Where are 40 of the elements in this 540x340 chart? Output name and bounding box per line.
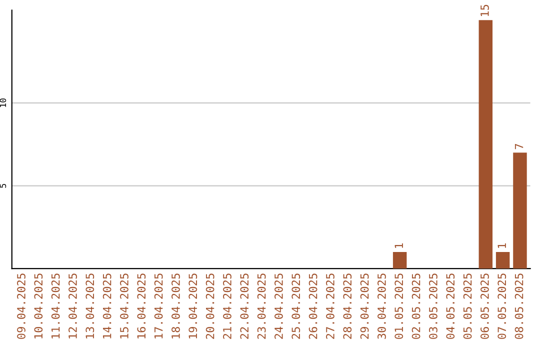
x-tick-label: 03.05.2025 [429,274,438,339]
x-tick-label: 17.04.2025 [154,274,163,338]
x-tick-label: 14.04.2025 [102,274,112,338]
x-tick-label: 13.04.2025 [86,274,94,338]
x-tick-label: 23.04.2025 [257,274,266,339]
x-tick-label: 11.04.2025 [51,274,60,338]
y-tick-label: 5 [0,184,6,188]
x-tick-label: 05.05.2025 [463,274,472,339]
x-tick-label: 26.04.2025 [308,274,318,339]
x-tick-label: 21.04.2025 [223,274,232,339]
data-label: 15 [480,4,489,16]
x-tick-label: 02.05.2025 [412,274,420,339]
x-tick-label: 01.05.2025 [394,274,404,339]
bar [478,20,493,269]
x-tick-label: 07.05.2025 [498,274,506,339]
bar [513,152,527,269]
x-tick-label: 10.04.2025 [34,274,43,338]
x-tick-label: 25.04.2025 [292,274,300,339]
data-label: 1 [394,243,403,248]
x-tick-label: 06.05.2025 [480,274,489,339]
x-tick-label: 12.04.2025 [68,274,77,338]
data-label: 1 [498,243,506,248]
x-tick-label: 18.04.2025 [172,274,180,338]
x-tick-label: 15.04.2025 [120,274,128,338]
bar [496,252,510,269]
x-tick-label: 24.04.2025 [274,274,283,339]
x-tick-label: 09.04.2025 [17,274,26,339]
x-tick-label: 04.05.2025 [446,274,455,339]
x-tick-label: 19.04.2025 [188,274,198,338]
x-tick-label: 16.04.2025 [137,274,146,338]
x-tick-label: 29.04.2025 [360,274,369,339]
x-tick-label: 28.04.2025 [343,274,352,339]
x-tick-label: 08.05.2025 [514,274,524,339]
x-tick-label: 20.04.2025 [206,274,214,339]
y-tick-label: 10 [0,98,6,107]
data-label: 7 [514,144,524,150]
x-tick-label: 22.04.2025 [240,274,249,339]
bar [392,252,407,269]
x-tick-label: 27.04.2025 [326,274,334,339]
x-tick-label: 30.04.2025 [378,274,386,339]
